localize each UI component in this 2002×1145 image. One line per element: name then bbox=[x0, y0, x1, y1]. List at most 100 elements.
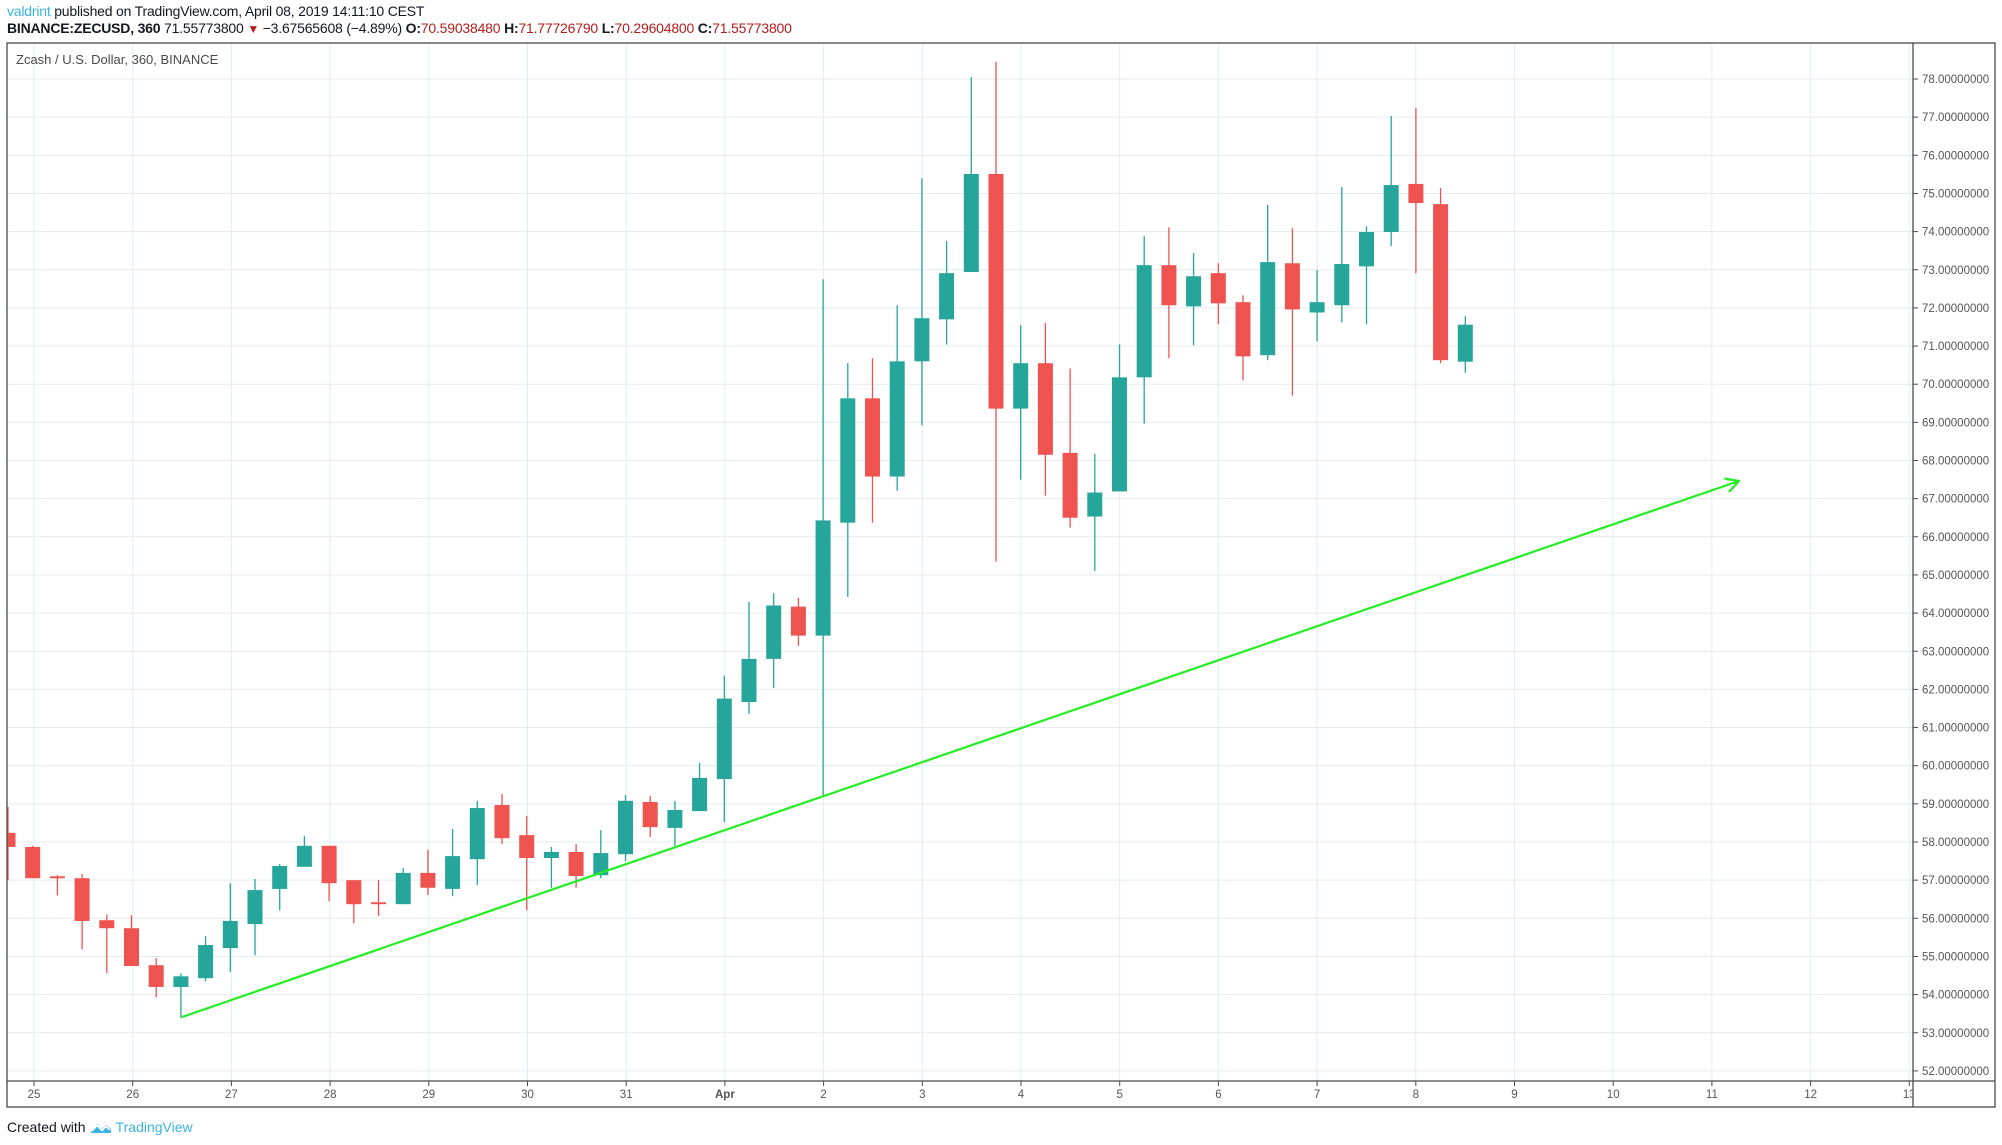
date-tick-label: 3 bbox=[919, 1089, 925, 1101]
candle bbox=[593, 830, 609, 879]
price-tick-label: 77.00000000 bbox=[1922, 112, 1989, 124]
high-label: H: bbox=[504, 20, 519, 36]
candle bbox=[889, 305, 905, 491]
price-tick-label: 58.00000000 bbox=[1922, 837, 1989, 849]
candle bbox=[840, 363, 856, 597]
candle bbox=[1087, 454, 1103, 572]
candle bbox=[272, 864, 288, 911]
date-tick-label: 13 bbox=[1903, 1089, 1916, 1101]
price-tick-label: 52.00000000 bbox=[1922, 1066, 1989, 1078]
candle bbox=[371, 880, 386, 917]
tradingview-logo-icon bbox=[90, 1124, 111, 1133]
price-tick-label: 62.00000000 bbox=[1922, 684, 1989, 696]
date-tick-label: 7 bbox=[1314, 1089, 1320, 1101]
tradingview-link[interactable]: TradingView bbox=[115, 1119, 193, 1135]
candle bbox=[1334, 186, 1350, 323]
candle bbox=[346, 880, 362, 924]
candle bbox=[716, 675, 732, 823]
price-tick-label: 71.00000000 bbox=[1922, 341, 1989, 353]
price-tick-label: 69.00000000 bbox=[1922, 417, 1989, 429]
candle bbox=[1062, 368, 1078, 528]
candle bbox=[1433, 188, 1449, 364]
candle bbox=[1235, 295, 1251, 381]
open-label: O: bbox=[405, 20, 421, 36]
symbol-label: BINANCE:ZECUSD, 360 bbox=[7, 20, 161, 36]
candle bbox=[1383, 116, 1399, 247]
date-tick-label: 25 bbox=[28, 1089, 41, 1101]
price-tick-label: 63.00000000 bbox=[1922, 646, 1989, 658]
candle bbox=[124, 915, 139, 966]
chart-title: Zcash / U.S. Dollar, 360, BINANCE bbox=[16, 52, 219, 67]
candle bbox=[494, 793, 510, 844]
date-tick-label: 11 bbox=[1706, 1089, 1718, 1101]
price-axis[interactable]: 78.00000000 77.00000000 76.00000000 75.0000… bbox=[1913, 74, 1989, 1078]
chart-grid bbox=[7, 43, 1913, 1081]
low-value: 70.29604800 bbox=[614, 20, 695, 36]
candle bbox=[1161, 227, 1177, 359]
price-tick-label: 67.00000000 bbox=[1922, 494, 1989, 506]
candle bbox=[321, 845, 337, 902]
price-tick-label: 75.00000000 bbox=[1922, 188, 1989, 200]
date-tick-label: 10 bbox=[1607, 1089, 1620, 1101]
candle bbox=[741, 601, 757, 714]
candle bbox=[49, 875, 65, 896]
candle bbox=[395, 867, 411, 905]
candle bbox=[790, 597, 806, 646]
price-tick-label: 54.00000000 bbox=[1922, 990, 1989, 1002]
price-tick-label: 73.00000000 bbox=[1922, 265, 1989, 277]
price-tick-label: 65.00000000 bbox=[1922, 570, 1989, 582]
time-axis[interactable]: 25 26 27 28 29 30 31 Apr 2 3 4 5 6 7 8 9 10 11 12 13 bbox=[28, 1081, 1916, 1101]
date-tick-label: Apr bbox=[715, 1089, 735, 1101]
candle bbox=[519, 816, 535, 911]
candle bbox=[1013, 325, 1029, 480]
candle bbox=[148, 957, 164, 998]
price-tick-label: 53.00000000 bbox=[1922, 1028, 1989, 1040]
candle bbox=[543, 846, 559, 888]
price-tick-label: 55.00000000 bbox=[1922, 951, 1989, 963]
price-tick-label: 78.00000000 bbox=[1922, 74, 1989, 86]
high-value: 71.77726790 bbox=[518, 20, 598, 36]
candle bbox=[1260, 204, 1276, 361]
candle bbox=[1457, 316, 1473, 373]
candle bbox=[1359, 226, 1374, 325]
candle-series bbox=[7, 61, 1473, 1019]
price-tick-label: 72.00000000 bbox=[1922, 303, 1989, 315]
date-tick-label: 27 bbox=[225, 1089, 238, 1101]
candle bbox=[469, 800, 485, 886]
price-tick-label: 68.00000000 bbox=[1922, 456, 1989, 468]
candle bbox=[198, 936, 214, 982]
price-change: −3.67565608 (−4.89%) bbox=[262, 20, 402, 36]
price-tick-label: 70.00000000 bbox=[1922, 379, 1989, 391]
candle bbox=[618, 795, 633, 862]
published-text: published on TradingView.com, April 08, … bbox=[50, 3, 425, 19]
date-tick-label: 31 bbox=[620, 1089, 633, 1101]
candle bbox=[815, 279, 831, 797]
date-tick-label: 8 bbox=[1413, 1089, 1419, 1101]
candle bbox=[667, 800, 683, 846]
candle bbox=[99, 914, 115, 974]
candle bbox=[1136, 236, 1152, 424]
candle bbox=[420, 849, 436, 896]
candle bbox=[939, 241, 955, 345]
price-tick-label: 74.00000000 bbox=[1922, 227, 1989, 239]
date-tick-label: 4 bbox=[1018, 1089, 1025, 1101]
candle bbox=[1284, 228, 1300, 396]
author-link[interactable]: valdrint bbox=[7, 3, 51, 19]
close-label: C: bbox=[697, 20, 713, 36]
candle bbox=[914, 178, 930, 426]
candle bbox=[7, 806, 16, 881]
footer: Created with TradingView bbox=[7, 1119, 193, 1135]
date-tick-label: 26 bbox=[126, 1089, 139, 1101]
price-tick-label: 59.00000000 bbox=[1922, 799, 1989, 811]
candle bbox=[1112, 344, 1127, 492]
date-tick-label: 12 bbox=[1804, 1089, 1817, 1101]
candle bbox=[247, 879, 263, 956]
candle bbox=[222, 883, 238, 973]
price-tick-label: 60.00000000 bbox=[1922, 761, 1989, 773]
price-tick-label: 61.00000000 bbox=[1922, 723, 1989, 735]
date-tick-label: 2 bbox=[820, 1089, 826, 1101]
close-value: 71.55773800 bbox=[712, 20, 792, 36]
publish-info: valdrint published on TradingView.com, A… bbox=[7, 3, 424, 19]
trendline-arrow[interactable] bbox=[181, 477, 1741, 1019]
